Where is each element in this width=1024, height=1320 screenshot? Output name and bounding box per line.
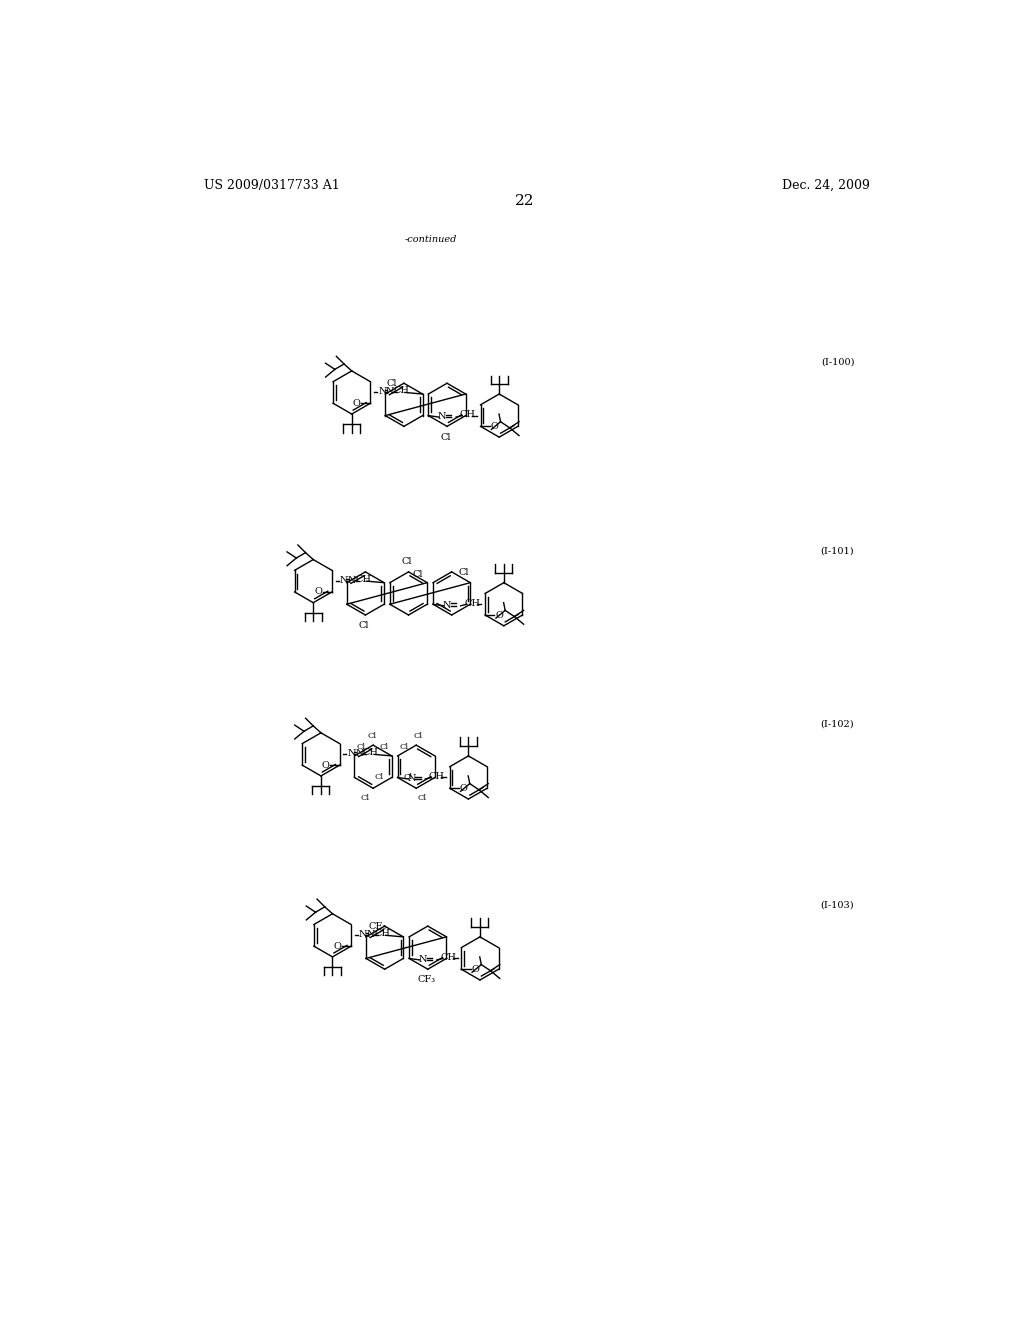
Text: O: O: [314, 587, 322, 597]
Text: Cl: Cl: [360, 795, 370, 803]
Text: O: O: [334, 941, 341, 950]
Text: N: N: [347, 576, 356, 585]
Text: CF₃: CF₃: [417, 975, 435, 985]
Text: CH: CH: [429, 772, 444, 781]
Text: Cl: Cl: [367, 731, 376, 739]
Text: CF₃: CF₃: [369, 921, 386, 931]
Text: CH: CH: [394, 387, 410, 396]
Text: CH: CH: [355, 576, 372, 583]
Text: Cl: Cl: [356, 743, 366, 751]
Text: Cl: Cl: [414, 731, 422, 739]
Text: CH: CH: [464, 599, 480, 609]
Text: CH: CH: [440, 953, 457, 962]
Text: 22: 22: [515, 194, 535, 207]
Text: (I-103): (I-103): [820, 900, 854, 909]
Text: Cl: Cl: [387, 379, 397, 388]
Text: N: N: [419, 954, 427, 964]
Text: Cl: Cl: [380, 743, 389, 751]
Text: N: N: [408, 774, 416, 783]
Text: Cl: Cl: [459, 569, 469, 577]
Text: CH: CH: [375, 929, 390, 939]
Text: N: N: [442, 601, 452, 610]
Text: N: N: [347, 750, 356, 758]
Text: O: O: [460, 784, 468, 793]
Text: CH: CH: [362, 748, 379, 758]
Text: Cl: Cl: [401, 557, 413, 566]
Text: -continued: -continued: [404, 235, 457, 244]
Text: N: N: [340, 576, 348, 585]
Text: Cl: Cl: [440, 433, 451, 441]
Text: N: N: [378, 387, 387, 396]
Text: N: N: [359, 931, 368, 939]
Text: Cl: Cl: [418, 795, 427, 803]
Text: O: O: [352, 399, 360, 408]
Text: O: O: [495, 611, 503, 619]
Text: Cl: Cl: [375, 774, 384, 781]
Text: (I-101): (I-101): [820, 546, 854, 556]
Text: N: N: [438, 412, 446, 421]
Text: US 2009/0317733 A1: US 2009/0317733 A1: [204, 178, 340, 191]
Text: CH: CH: [460, 411, 475, 420]
Text: Cl: Cl: [403, 774, 413, 781]
Text: Cl: Cl: [358, 622, 369, 630]
Text: N: N: [367, 931, 375, 939]
Text: O: O: [490, 422, 499, 430]
Text: (I-100): (I-100): [821, 358, 854, 367]
Text: N: N: [386, 387, 394, 396]
Text: N: N: [355, 750, 364, 758]
Text: O: O: [322, 760, 330, 770]
Text: Cl: Cl: [412, 570, 423, 579]
Text: (I-102): (I-102): [820, 719, 854, 729]
Text: Dec. 24, 2009: Dec. 24, 2009: [782, 178, 869, 191]
Text: Cl: Cl: [399, 743, 409, 751]
Text: O: O: [471, 965, 479, 974]
